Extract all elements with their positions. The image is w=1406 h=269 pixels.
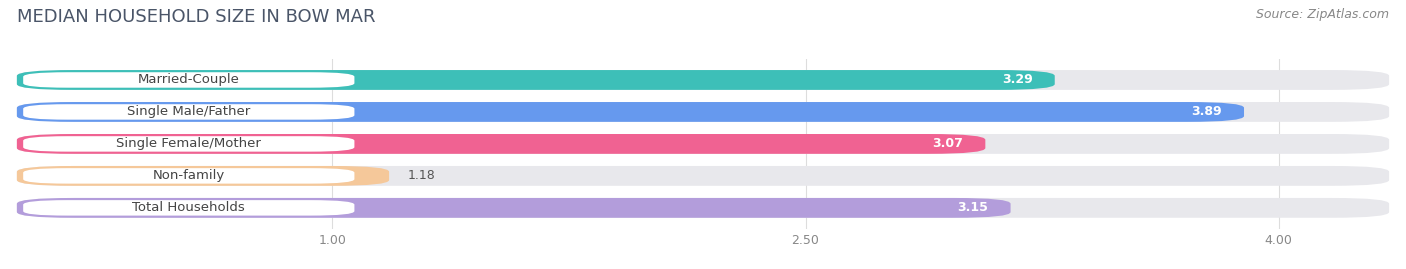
Text: 3.29: 3.29 bbox=[1002, 73, 1032, 86]
FancyBboxPatch shape bbox=[17, 70, 1389, 90]
FancyBboxPatch shape bbox=[22, 136, 354, 152]
Text: Non-family: Non-family bbox=[153, 169, 225, 182]
FancyBboxPatch shape bbox=[17, 198, 1011, 218]
Text: 3.15: 3.15 bbox=[957, 201, 988, 214]
Text: Single Female/Mother: Single Female/Mother bbox=[117, 137, 262, 150]
FancyBboxPatch shape bbox=[17, 134, 986, 154]
FancyBboxPatch shape bbox=[22, 72, 354, 88]
Text: MEDIAN HOUSEHOLD SIZE IN BOW MAR: MEDIAN HOUSEHOLD SIZE IN BOW MAR bbox=[17, 8, 375, 26]
FancyBboxPatch shape bbox=[17, 102, 1389, 122]
Text: Source: ZipAtlas.com: Source: ZipAtlas.com bbox=[1256, 8, 1389, 21]
Text: Married-Couple: Married-Couple bbox=[138, 73, 240, 86]
FancyBboxPatch shape bbox=[22, 200, 354, 215]
Text: Single Male/Father: Single Male/Father bbox=[127, 105, 250, 118]
FancyBboxPatch shape bbox=[22, 104, 354, 120]
Text: 3.89: 3.89 bbox=[1191, 105, 1222, 118]
Text: 1.18: 1.18 bbox=[408, 169, 436, 182]
FancyBboxPatch shape bbox=[17, 198, 1389, 218]
FancyBboxPatch shape bbox=[17, 166, 1389, 186]
Text: Total Households: Total Households bbox=[132, 201, 245, 214]
FancyBboxPatch shape bbox=[17, 166, 389, 186]
Text: 3.07: 3.07 bbox=[932, 137, 963, 150]
FancyBboxPatch shape bbox=[17, 70, 1054, 90]
FancyBboxPatch shape bbox=[17, 102, 1244, 122]
FancyBboxPatch shape bbox=[17, 134, 1389, 154]
FancyBboxPatch shape bbox=[22, 168, 354, 184]
